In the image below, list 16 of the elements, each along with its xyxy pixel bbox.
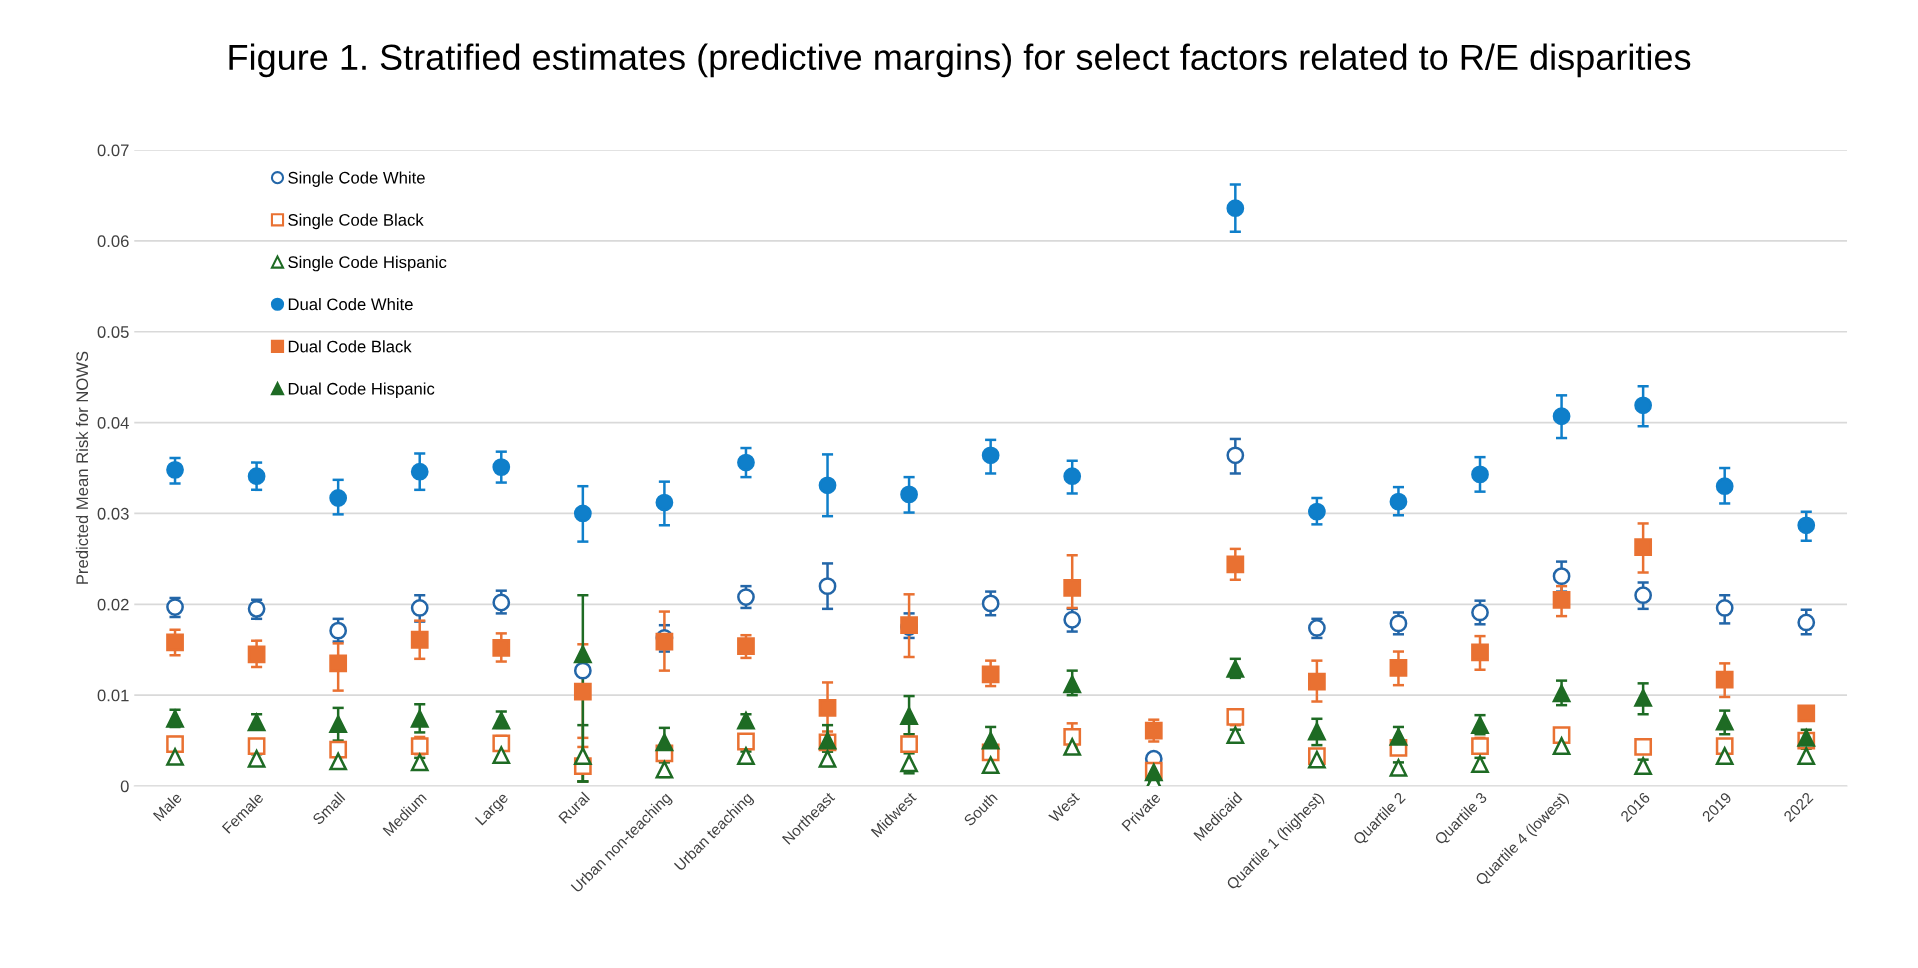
legend-label: Single Code White — [288, 171, 425, 187]
legend-label: Dual Code White — [288, 298, 413, 311]
y-tick-label: 0.05 — [97, 326, 129, 338]
y-tick-label: 0.06 — [97, 235, 129, 248]
legend-label: Single Code Hispanic — [288, 255, 447, 272]
y-axis-title: Predicted Mean Risk for NOWS — [75, 351, 89, 584]
legend-label: Single Code Black — [288, 213, 424, 230]
y-tick-label: 0.01 — [97, 689, 129, 702]
y-tick-label: 0.03 — [97, 507, 129, 520]
y-tick-label: 0.02 — [97, 598, 129, 611]
y-tick-label: 0 — [120, 780, 129, 793]
legend-label: Dual Code Black — [288, 340, 412, 353]
y-tick-label: 0.04 — [97, 417, 129, 429]
y-tick-label: 0.07 — [97, 144, 129, 157]
legend-label: Dual Code Hispanic — [288, 382, 435, 398]
chart-title: Figure 1. Stratified estimates (predictive margins) for select factors related to R/E disparities — [229, 43, 1691, 78]
